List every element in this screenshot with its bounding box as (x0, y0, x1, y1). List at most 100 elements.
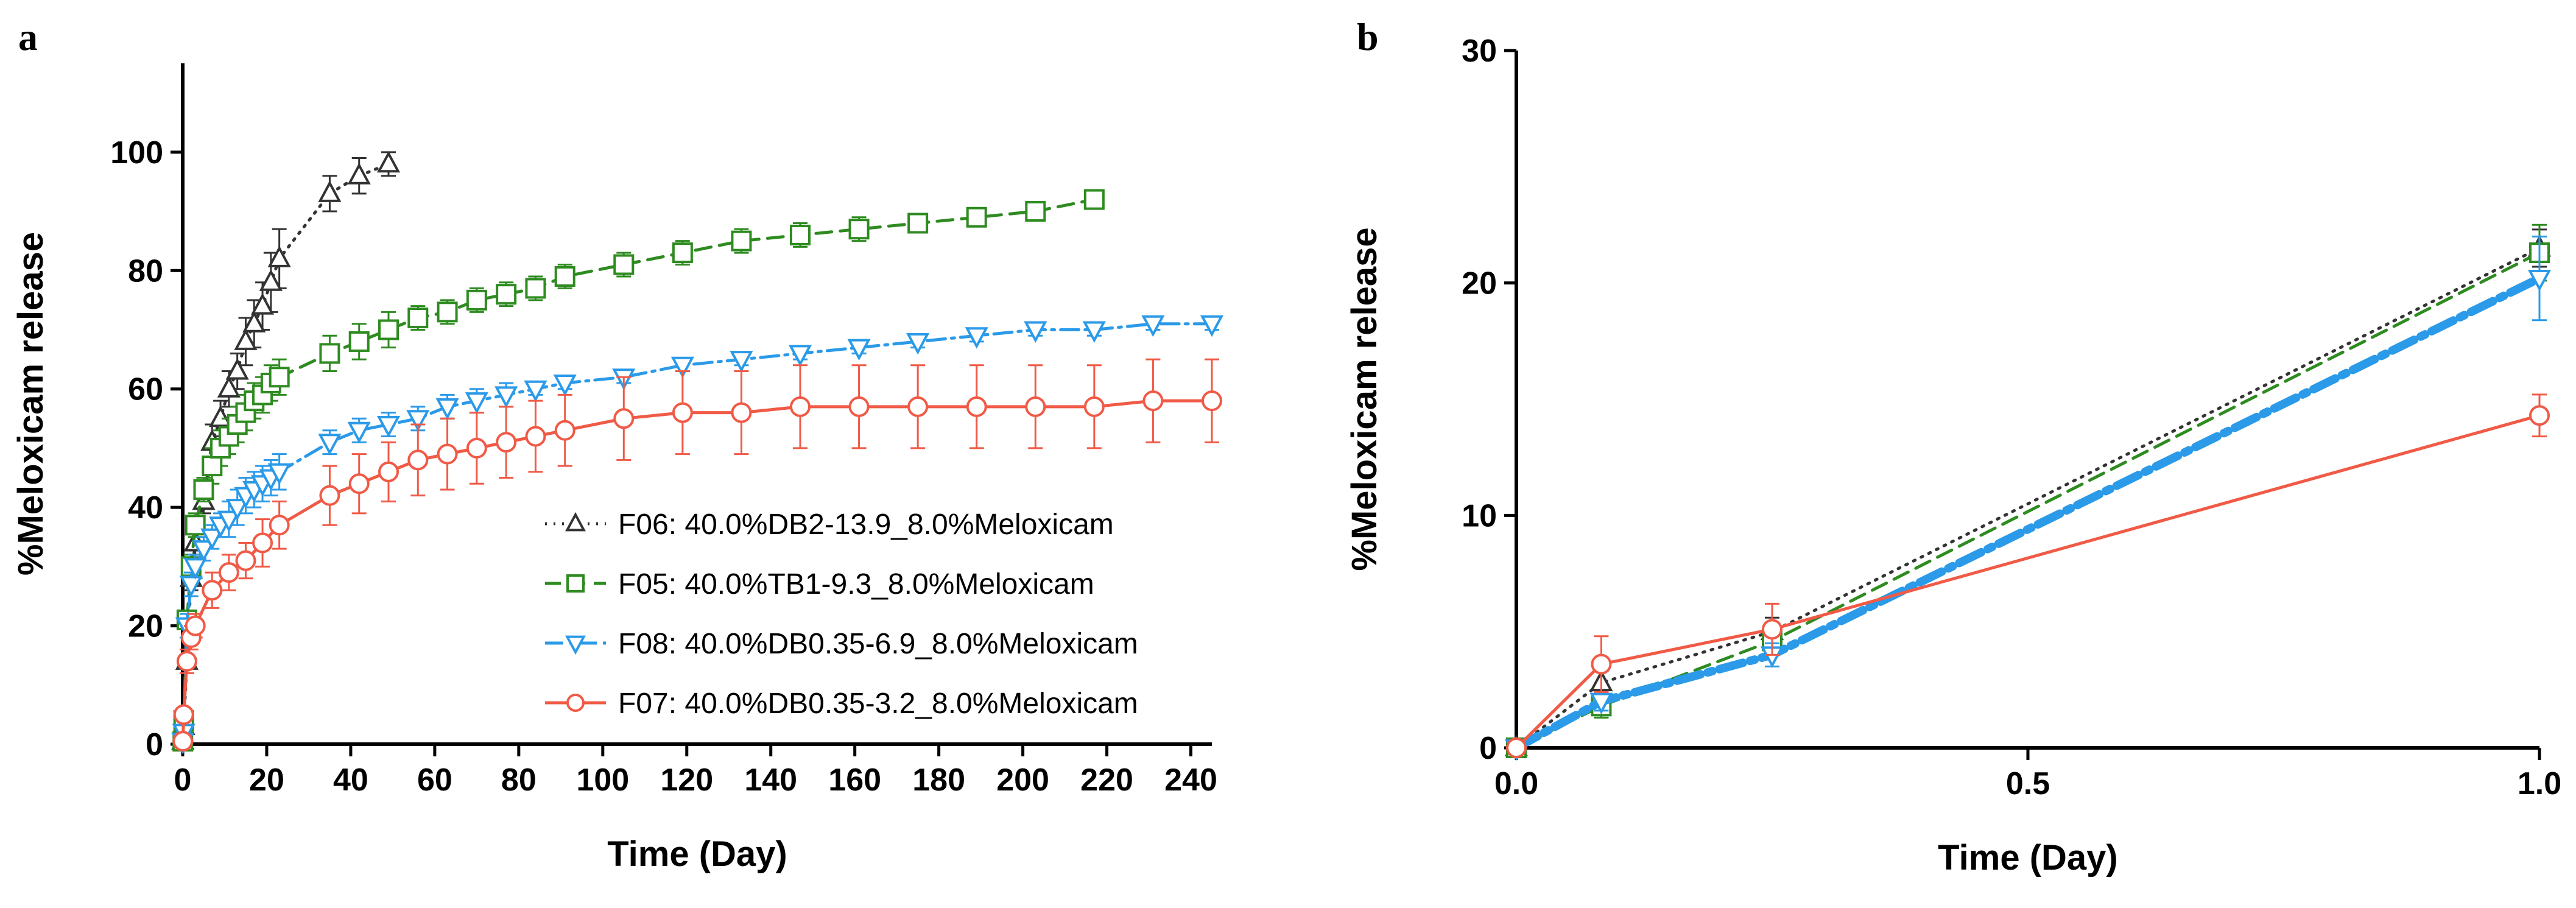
data-point (437, 443, 458, 465)
data-point (252, 532, 273, 554)
data-point (1083, 189, 1105, 210)
chart-panel-b: 0.0 0.5 1.0 0 10 20 30 Time (Day) %Meloxicam rel… (1345, 33, 2561, 878)
x-tick-label: 100 (576, 762, 629, 798)
data-point (185, 615, 206, 636)
data-point (554, 266, 575, 287)
data-point (376, 416, 401, 438)
data-point (1142, 390, 1164, 412)
x-tick-label: 160 (828, 762, 881, 798)
chart-panel-a: 0 20 40 60 80 100 120 140 160 180 200 220 240 0 20 40 60… (11, 63, 1224, 874)
data-point (496, 284, 517, 305)
series-line (1515, 414, 2541, 750)
data-point (1025, 201, 1046, 222)
data-point (966, 206, 987, 228)
data-point (2527, 270, 2552, 292)
data-point (672, 402, 693, 423)
data-point (376, 150, 401, 173)
x-tick-label: 60 (417, 762, 452, 798)
data-point (347, 421, 371, 444)
data-point (200, 528, 224, 551)
y-tick-label: 20 (1462, 266, 1497, 301)
data-point (465, 392, 488, 414)
y-tick-label: 0 (1479, 731, 1497, 766)
panel-label-a: a (18, 15, 38, 58)
data-point (234, 328, 258, 350)
data-point (1762, 619, 1782, 640)
data-point (494, 386, 518, 408)
data-point (1024, 321, 1047, 343)
series-line (1515, 246, 2541, 750)
data-point (347, 163, 371, 185)
data-point (524, 380, 547, 403)
legend-marker (565, 512, 586, 532)
data-point (172, 731, 194, 752)
data-point (348, 473, 370, 494)
y-tick-label: 10 (1462, 498, 1497, 533)
x-tick-label: 0.0 (1494, 766, 1538, 801)
x-tick-label: 80 (501, 762, 537, 798)
data-point (259, 269, 283, 291)
series-1 (1506, 223, 2550, 758)
x-tick-label: 0 (174, 762, 192, 798)
x-axis-label: Time (Day) (1938, 838, 2117, 878)
data-point (672, 242, 693, 264)
data-point (217, 376, 241, 398)
data-point (525, 426, 546, 447)
data-point (269, 367, 290, 388)
data-point (176, 650, 197, 672)
y-tick-label: 0 (146, 727, 163, 762)
data-point (202, 456, 223, 477)
data-point (1025, 396, 1046, 417)
x-axis-label: Time (Day) (607, 834, 787, 874)
legend-entry: F07: 40.0%DB0.35-3.2_8.0%Meloxicam (618, 688, 1138, 720)
data-point (848, 396, 870, 417)
series-0 (1504, 228, 2552, 756)
data-point (731, 230, 752, 252)
data-point (613, 254, 635, 275)
data-point (269, 515, 290, 536)
series-line (181, 162, 390, 743)
series-3 (172, 358, 1222, 752)
data-point (965, 327, 988, 349)
data-point (319, 485, 340, 506)
y-tick-label: 60 (128, 372, 163, 407)
data-point (730, 351, 753, 373)
data-point (907, 213, 929, 234)
legend-entry: F08: 40.0%DB0.35-6.9_8.0%Meloxicam (618, 628, 1138, 660)
data-point (907, 396, 929, 417)
data-point (242, 311, 266, 333)
data-point (847, 339, 871, 361)
series-0 (171, 150, 401, 750)
data-point (406, 410, 430, 432)
legend-marker (566, 694, 585, 712)
x-tick-label: 200 (996, 762, 1049, 798)
y-axis-label: %Meloxicam release (1345, 227, 1384, 571)
data-point (790, 224, 811, 245)
data-point (378, 461, 399, 482)
data-point (407, 449, 429, 471)
data-point (235, 550, 256, 571)
y-tick-label: 30 (1462, 33, 1497, 69)
legend-marker (566, 574, 585, 593)
data-point (250, 293, 275, 315)
data-point (790, 396, 811, 417)
data-point (848, 219, 870, 240)
x-tick-label: 0.5 (2006, 766, 2050, 801)
y-tick-label: 40 (128, 490, 163, 526)
data-point (173, 704, 194, 725)
series-2 (171, 315, 1224, 755)
data-point (208, 405, 233, 428)
data-point (435, 398, 459, 420)
data-point (496, 432, 517, 453)
data-point (318, 434, 342, 456)
x-tick-label: 20 (249, 762, 284, 798)
x-tick-label: 180 (912, 762, 965, 798)
data-point (202, 580, 223, 601)
series-2 (1504, 235, 2552, 761)
y-tick-label: 80 (128, 253, 163, 289)
data-point (193, 479, 214, 500)
data-point (906, 333, 930, 355)
legend-entry: F05: 40.0%TB1-9.3_8.0%Meloxicam (618, 568, 1094, 600)
data-point (1083, 396, 1105, 417)
data-point (466, 437, 487, 459)
